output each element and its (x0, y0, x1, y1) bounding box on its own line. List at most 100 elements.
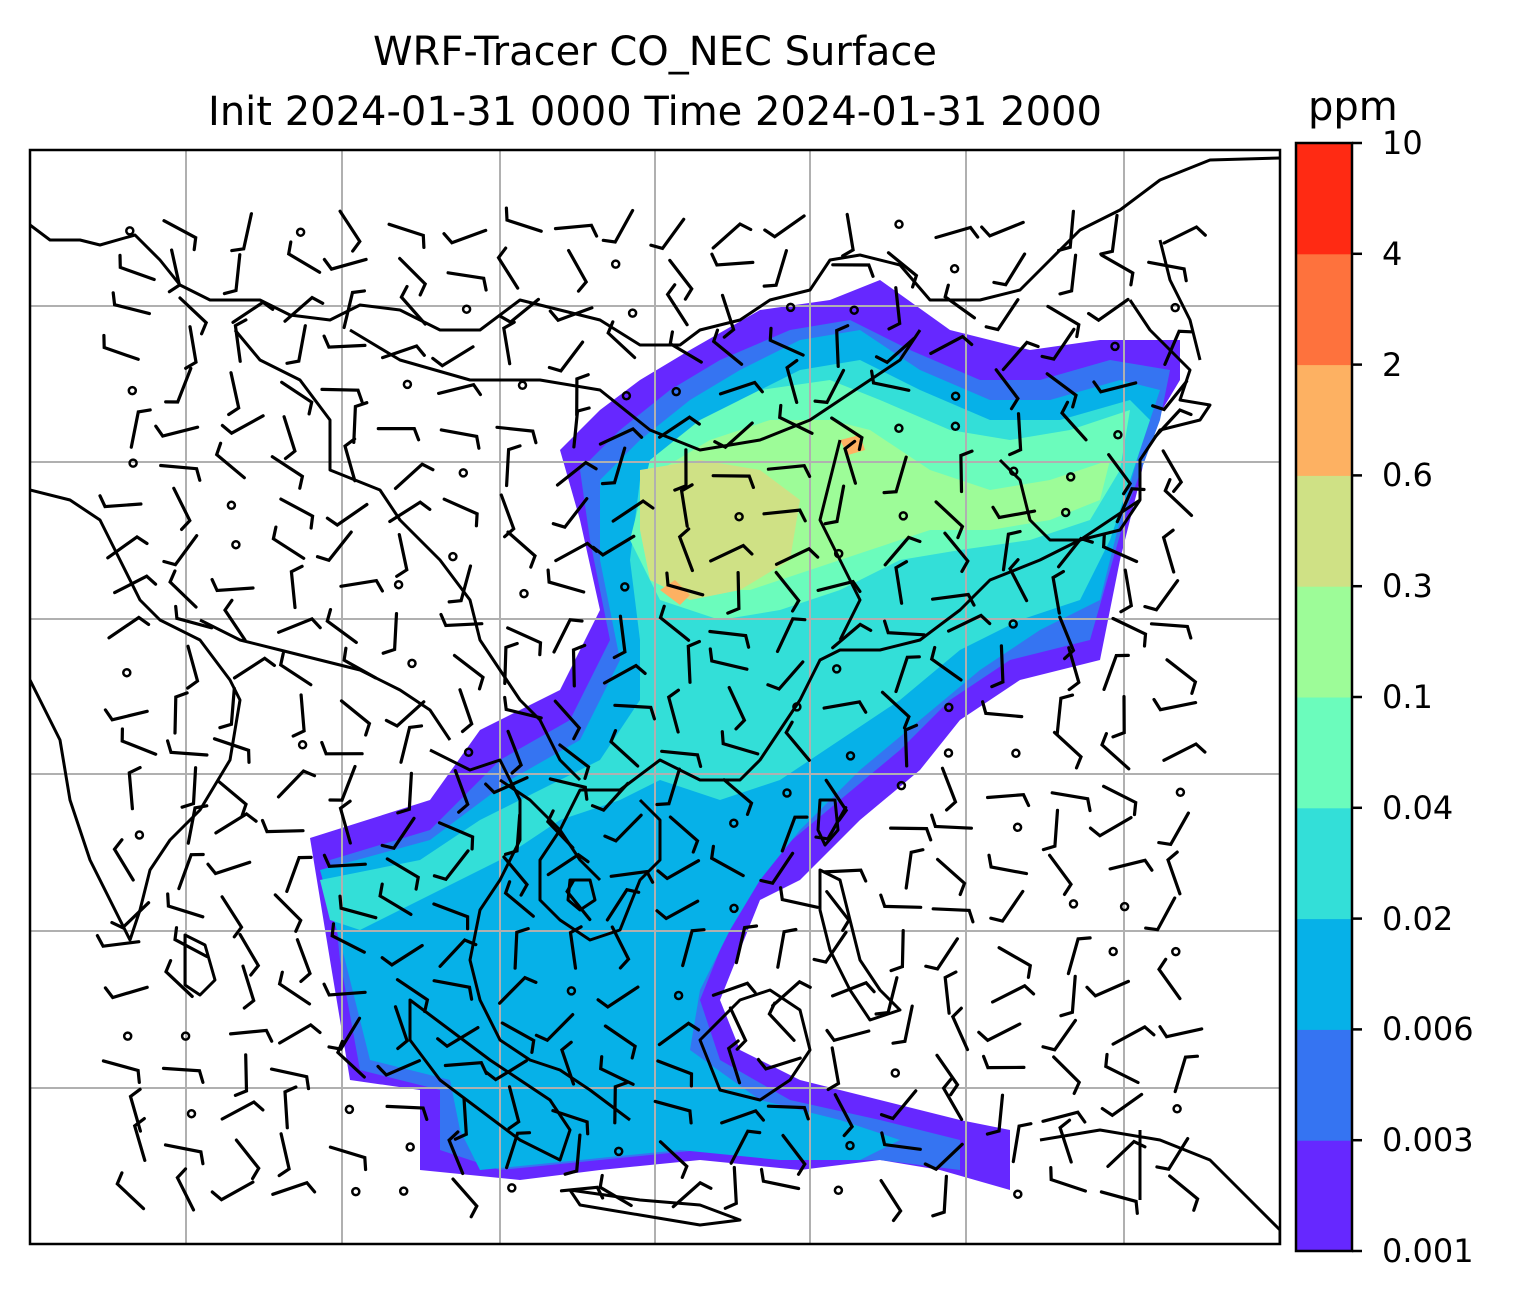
wind-barb (835, 324, 850, 368)
wind-barb (785, 359, 799, 404)
wind-barb (929, 334, 974, 355)
wind-barb (781, 1133, 807, 1176)
wind-barb (601, 208, 635, 244)
wind-barb (1162, 225, 1207, 245)
wind-barb (545, 809, 575, 850)
wind-barb (438, 938, 478, 968)
map-gridlines (30, 150, 1280, 1244)
wind-barb (115, 1171, 146, 1211)
wind-barb (1052, 1055, 1082, 1095)
wind-barb (241, 964, 256, 1010)
wind-barb (132, 1117, 147, 1162)
calm-wind-marker (1172, 1104, 1182, 1114)
wind-barb (603, 1024, 637, 1060)
wind-barb (227, 371, 241, 417)
wind-barb (1008, 558, 1029, 603)
wind-barb (129, 408, 152, 449)
wind-barb (567, 248, 589, 293)
calm-wind-marker (1068, 899, 1079, 909)
colorbar-tick-label: 0.003 (1382, 1121, 1474, 1160)
wind-barb (399, 284, 427, 326)
border-himalaya (199, 618, 452, 741)
wind-barb (986, 793, 1031, 808)
wind-barb (278, 1022, 322, 1045)
colorbar (1294, 141, 1362, 1253)
concentration-field (310, 280, 1180, 1190)
wind-barb (1001, 340, 1040, 372)
wind-barb (154, 424, 200, 438)
wind-barb (891, 1004, 914, 1045)
wind-barb (1111, 695, 1126, 739)
wind-barb (1115, 487, 1146, 524)
wind-barb (551, 497, 589, 530)
calm-wind-marker (122, 1031, 133, 1041)
calm-wind-marker (1171, 946, 1181, 957)
calm-wind-marker (180, 1031, 191, 1041)
wind-barb (598, 1173, 633, 1208)
wind-barb (218, 686, 236, 730)
colorbar-segment (1296, 586, 1352, 698)
wind-barb (656, 1059, 694, 1088)
wind-barb (1107, 453, 1133, 496)
wind-barb (159, 463, 202, 482)
wind-barb (277, 970, 312, 1006)
wind-barb (931, 907, 975, 924)
calm-wind-marker (613, 1146, 624, 1157)
wind-barb (168, 569, 198, 609)
wind-barb (431, 345, 475, 368)
wind-barb (495, 425, 538, 445)
wind-barb (1151, 379, 1189, 412)
wind-barb (984, 298, 1020, 332)
wind-barb (992, 252, 1027, 287)
wind-barb (103, 985, 149, 1000)
calm-wind-marker (1012, 822, 1023, 833)
calm-wind-marker (297, 740, 308, 750)
colorbar-tick-label: 0.04 (1382, 788, 1454, 827)
wind-barb (931, 1174, 948, 1218)
wind-barb (559, 1185, 605, 1200)
wind-barb (113, 574, 158, 595)
wind-barb (959, 449, 974, 494)
coastline-newguinea (1039, 1128, 1280, 1244)
wind-barb (453, 769, 470, 814)
wind-barb (722, 778, 754, 816)
wind-barb (222, 253, 242, 296)
wind-barb (220, 895, 244, 939)
calm-wind-marker (620, 582, 630, 592)
wind-barb (548, 777, 589, 801)
calm-wind-marker (896, 780, 907, 791)
wind-barb (990, 644, 1005, 689)
wind-barb (210, 1180, 255, 1202)
calm-wind-marker (1060, 507, 1071, 518)
wind-barb (220, 1100, 265, 1121)
coastline-borneo (698, 988, 812, 1102)
wind-barb (277, 1132, 291, 1178)
wind-barb (723, 1165, 738, 1210)
wind-barb (774, 546, 820, 566)
wind-barb (655, 899, 700, 921)
wind-barb (285, 324, 307, 365)
wind-barb (1161, 449, 1184, 493)
calm-wind-marker (734, 511, 744, 522)
wind-barb (560, 1040, 576, 1086)
calm-wind-marker (845, 1140, 855, 1151)
wind-barb (278, 651, 313, 687)
wind-barb (447, 564, 473, 604)
wind-barb (437, 821, 475, 851)
wind-barb (756, 1056, 802, 1071)
wind-barb (774, 570, 801, 613)
wind-barb (943, 970, 958, 1015)
wind-barb (930, 813, 973, 830)
wind-barb (658, 415, 701, 439)
wind-barb (713, 421, 754, 450)
wind-barb (994, 368, 1020, 411)
wind-barb (214, 811, 258, 835)
colorbar-segment (1296, 1140, 1352, 1252)
colorbar-segment (1296, 1029, 1352, 1141)
wind-barb (1051, 569, 1065, 615)
wind-barb (590, 781, 630, 812)
wind-barb (283, 1085, 298, 1130)
wind-barb (950, 1006, 970, 1052)
wind-barb (325, 608, 358, 644)
